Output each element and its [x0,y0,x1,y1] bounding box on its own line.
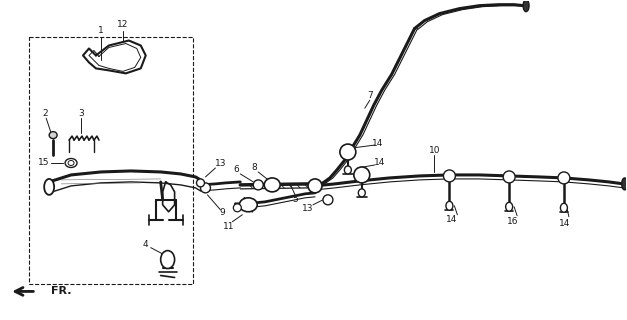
Ellipse shape [264,178,280,192]
Text: 13: 13 [214,159,226,169]
Ellipse shape [358,189,366,197]
Text: 3: 3 [78,109,84,118]
Ellipse shape [44,179,54,195]
Text: 4: 4 [143,240,149,249]
Text: 6: 6 [233,165,240,174]
Text: 14: 14 [374,158,386,167]
Ellipse shape [161,251,174,268]
Circle shape [201,183,211,193]
Text: FR.: FR. [51,286,71,296]
Ellipse shape [68,161,74,165]
Text: 12: 12 [117,20,129,29]
Circle shape [503,171,515,183]
Ellipse shape [446,201,453,210]
Text: 15: 15 [38,158,50,167]
Text: 8: 8 [251,164,257,172]
Text: 2: 2 [43,109,48,118]
Circle shape [323,195,333,205]
Text: 11: 11 [223,222,234,231]
Text: 1: 1 [98,26,104,35]
Circle shape [308,179,322,193]
Ellipse shape [561,203,567,212]
Ellipse shape [65,158,77,167]
Ellipse shape [240,198,257,212]
Text: 13: 13 [302,204,314,213]
Text: 16: 16 [507,217,519,226]
Ellipse shape [621,178,627,190]
Text: 5: 5 [292,195,298,204]
Ellipse shape [49,132,57,139]
Text: 14: 14 [559,219,571,228]
Circle shape [340,144,356,160]
Ellipse shape [344,166,351,174]
Text: 14: 14 [446,215,457,224]
Text: 10: 10 [429,146,440,155]
Circle shape [558,172,570,184]
Circle shape [253,180,263,190]
Text: 7: 7 [367,91,372,100]
Circle shape [354,167,370,183]
Circle shape [233,204,241,212]
Circle shape [196,179,204,187]
Circle shape [443,170,455,182]
Text: 9: 9 [219,208,225,217]
Ellipse shape [523,0,529,12]
Text: 14: 14 [372,139,383,148]
Ellipse shape [505,202,513,211]
